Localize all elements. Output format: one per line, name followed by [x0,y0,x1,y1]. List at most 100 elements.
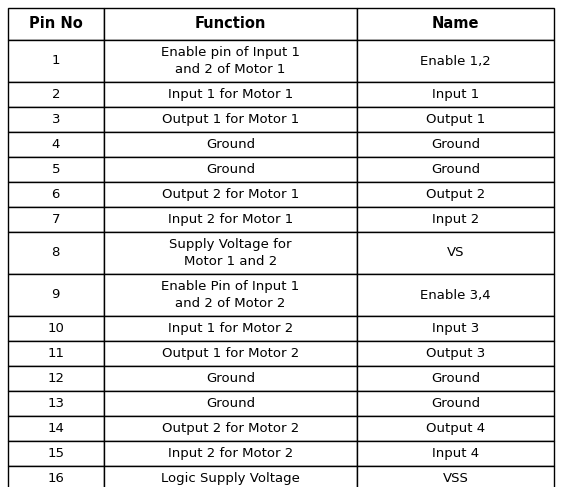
Text: Enable pin of Input 1
and 2 of Motor 1: Enable pin of Input 1 and 2 of Motor 1 [161,46,300,76]
Text: Input 4: Input 4 [432,447,479,460]
Text: 6: 6 [52,188,60,201]
Bar [8,132,103,157]
Text: Logic Supply Voltage: Logic Supply Voltage [161,472,300,485]
Text: Output 2: Output 2 [426,188,486,201]
Text: VS: VS [447,246,464,260]
Text: Input 2 for Motor 1: Input 2 for Motor 1 [168,213,293,226]
Text: Output 1 for Motor 2: Output 1 for Motor 2 [162,347,299,360]
Text: Output 1: Output 1 [426,113,486,126]
Bar [8,40,103,82]
Text: Function: Function [195,17,266,32]
Bar [8,82,103,107]
Text: Ground: Ground [431,372,481,385]
Text: 10: 10 [47,322,64,335]
Bar [103,366,357,391]
Text: 16: 16 [47,472,64,485]
Text: 2: 2 [52,88,60,101]
Text: Ground: Ground [431,397,481,410]
Text: Enable Pin of Input 1
and 2 of Motor 2: Enable Pin of Input 1 and 2 of Motor 2 [161,280,300,310]
Text: 13: 13 [47,397,64,410]
Text: Ground: Ground [206,138,255,151]
Text: Enable 1,2: Enable 1,2 [420,55,491,68]
Bar [103,157,357,182]
Bar [8,182,103,207]
Text: Output 2 for Motor 1: Output 2 for Motor 1 [162,188,299,201]
Text: 12: 12 [47,372,64,385]
Bar [357,82,554,107]
Text: Input 1: Input 1 [432,88,479,101]
Bar [8,466,103,487]
Bar [103,441,357,466]
Bar [8,232,103,274]
Bar [8,416,103,441]
Text: 5: 5 [52,163,60,176]
Text: 3: 3 [52,113,60,126]
Bar [103,132,357,157]
Bar [357,416,554,441]
Text: Input 1 for Motor 1: Input 1 for Motor 1 [168,88,293,101]
Bar [357,40,554,82]
Bar [8,366,103,391]
Text: Input 3: Input 3 [432,322,479,335]
Bar [357,316,554,341]
Text: 1: 1 [52,55,60,68]
Text: 7: 7 [52,213,60,226]
Text: Ground: Ground [206,163,255,176]
Text: 14: 14 [47,422,64,435]
Text: 4: 4 [52,138,60,151]
Bar [357,232,554,274]
Text: 15: 15 [47,447,64,460]
Text: Input 2 for Motor 2: Input 2 for Motor 2 [168,447,293,460]
Text: Ground: Ground [206,397,255,410]
Text: Ground: Ground [206,372,255,385]
Bar [357,466,554,487]
Bar [103,40,357,82]
Bar [357,107,554,132]
Bar [103,416,357,441]
Text: Output 3: Output 3 [426,347,486,360]
Text: 9: 9 [52,288,60,301]
Bar [103,232,357,274]
Bar [357,132,554,157]
Bar [357,182,554,207]
Text: Enable 3,4: Enable 3,4 [420,288,491,301]
Bar [103,207,357,232]
Bar [103,182,357,207]
Bar [8,207,103,232]
Text: Pin No: Pin No [29,17,83,32]
Bar [8,316,103,341]
Text: Ground: Ground [431,138,481,151]
Bar [8,391,103,416]
Bar [357,391,554,416]
Bar [357,8,554,40]
Text: 8: 8 [52,246,60,260]
Text: Supply Voltage for
Motor 1 and 2: Supply Voltage for Motor 1 and 2 [169,238,292,268]
Text: Output 4: Output 4 [426,422,485,435]
Text: 11: 11 [47,347,64,360]
Text: VSS: VSS [443,472,469,485]
Text: Input 1 for Motor 2: Input 1 for Motor 2 [168,322,293,335]
Bar [103,316,357,341]
Text: Ground: Ground [431,163,481,176]
Bar [357,207,554,232]
Bar [103,8,357,40]
Bar [8,8,103,40]
Bar [103,341,357,366]
Text: Output 2 for Motor 2: Output 2 for Motor 2 [162,422,299,435]
Bar [103,391,357,416]
Text: Input 2: Input 2 [432,213,479,226]
Bar [103,466,357,487]
Bar [357,157,554,182]
Text: Output 1 for Motor 1: Output 1 for Motor 1 [162,113,299,126]
Bar [357,341,554,366]
Bar [357,366,554,391]
Bar [103,274,357,316]
Bar [8,441,103,466]
Text: Name: Name [432,17,479,32]
Bar [103,82,357,107]
Bar [8,107,103,132]
Bar [8,341,103,366]
Bar [8,157,103,182]
Bar [357,441,554,466]
Bar [103,107,357,132]
